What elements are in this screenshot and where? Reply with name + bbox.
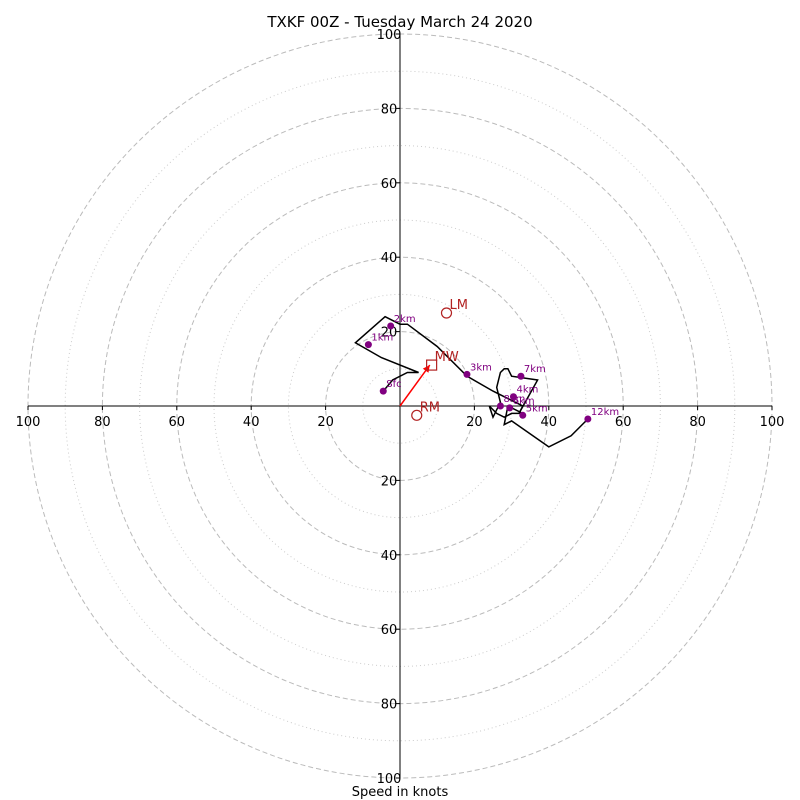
height-label-sfc: Sfc xyxy=(386,379,401,390)
x-tick-label: 20 xyxy=(317,415,334,430)
height-marker-12km xyxy=(584,415,592,423)
height-marker-6km xyxy=(506,404,514,412)
storm-marker-mw xyxy=(426,359,438,371)
x-tick-label: 100 xyxy=(760,415,785,430)
y-tick-label: 100 xyxy=(377,772,402,787)
storm-label-mw: MW xyxy=(435,350,459,365)
height-label-3km: 3km xyxy=(470,362,492,373)
y-tick-label: 60 xyxy=(381,177,398,192)
x-tick-label: 60 xyxy=(169,415,186,430)
y-axis-ticks: 100 80 60 40 20 20 40 60 80 100 xyxy=(377,28,402,787)
height-marker-sfc xyxy=(379,387,387,395)
height-marker-7km xyxy=(517,372,525,380)
storm-motion-markers: LM MW RM xyxy=(411,298,468,421)
height-label-6km: 6km xyxy=(513,396,535,407)
height-label-12km: 12km xyxy=(591,407,619,418)
x-tick-label: 80 xyxy=(689,415,706,430)
chart-title: TXKF 00Z - Tuesday March 24 2020 xyxy=(266,13,532,31)
height-marker-2km xyxy=(387,322,395,330)
y-tick-label: 20 xyxy=(381,326,398,341)
height-marker-3km xyxy=(463,370,471,378)
y-tick-label: 40 xyxy=(381,549,398,564)
x-tick-label: 40 xyxy=(243,415,260,430)
height-label-1km: 1km xyxy=(371,333,393,344)
y-tick-label: 80 xyxy=(381,698,398,713)
height-label-4km: 4km xyxy=(516,385,538,396)
storm-marker-rm xyxy=(411,409,423,421)
height-marker-8km xyxy=(496,402,504,410)
y-tick-label: 40 xyxy=(381,251,398,266)
height-label-8km: 8km xyxy=(503,394,525,405)
x-tick-label: 100 xyxy=(16,415,41,430)
y-tick-label: 60 xyxy=(381,623,398,638)
x-tick-label: 40 xyxy=(541,415,558,430)
y-tick-label: 100 xyxy=(377,28,402,43)
x-axis-label: Speed in knots xyxy=(352,785,449,800)
height-label-5km: 5km xyxy=(526,403,548,414)
storm-marker-lm xyxy=(440,307,453,319)
x-tick-label: 60 xyxy=(615,415,632,430)
mean-wind-arrow xyxy=(399,364,431,407)
y-tick-label: 20 xyxy=(381,474,398,489)
height-label-7km: 7km xyxy=(524,364,546,375)
height-marker-1km xyxy=(364,341,372,349)
y-tick-label: 80 xyxy=(381,102,398,117)
x-tick-label: 80 xyxy=(94,415,111,430)
storm-label-rm: RM xyxy=(420,400,440,415)
height-marker-4km xyxy=(509,393,517,401)
x-axis-ticks: 100 80 60 40 20 20 40 60 80 100 xyxy=(16,406,785,430)
x-tick-label: 20 xyxy=(466,415,483,430)
height-marker-5km xyxy=(519,411,527,419)
storm-label-lm: LM xyxy=(450,298,468,313)
height-label-2km: 2km xyxy=(394,314,416,325)
